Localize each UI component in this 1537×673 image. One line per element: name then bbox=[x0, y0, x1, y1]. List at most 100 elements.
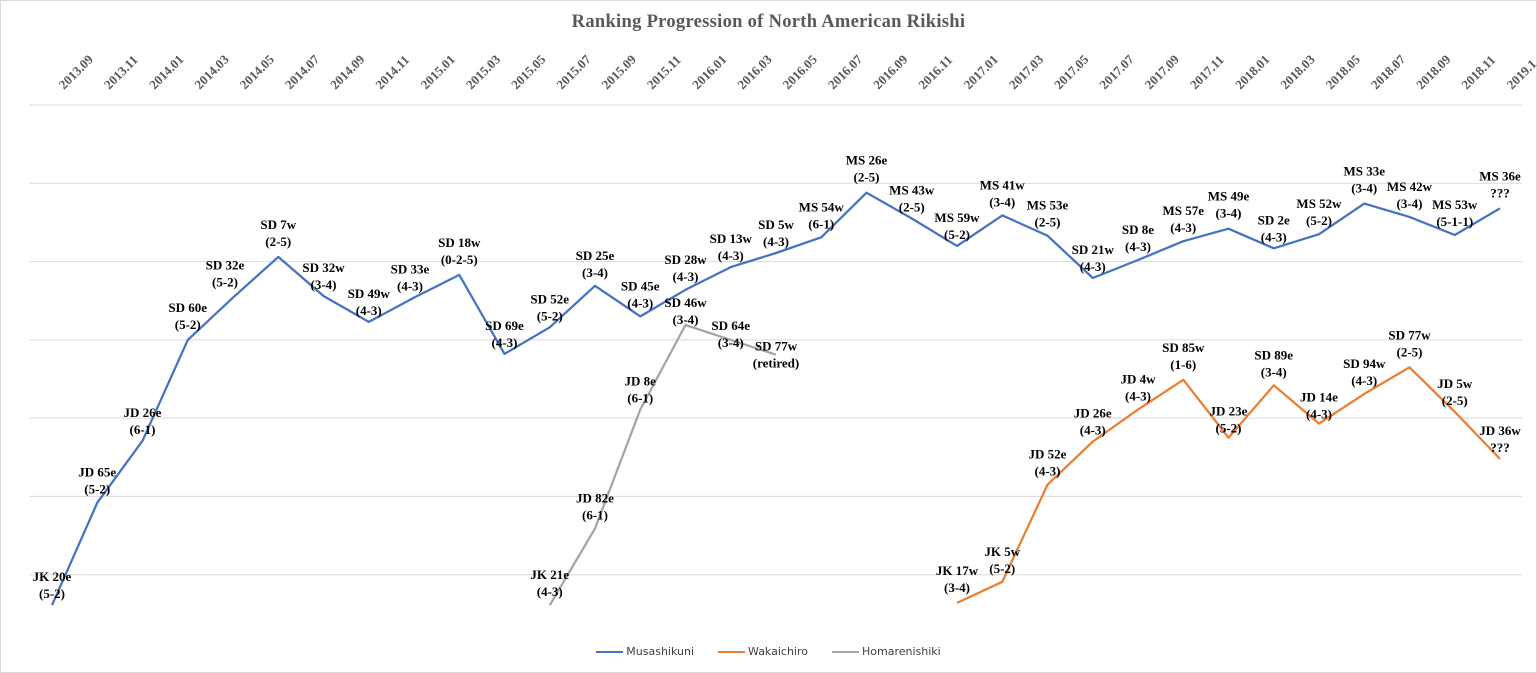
data-labels: JK 20e (5-2) JD 65e (5-2) JD 26e (6-1) SD 60e (… bbox=[33, 153, 1522, 602]
data-label-rank: SD 45e bbox=[621, 278, 660, 293]
data-label-record: (2-5) bbox=[1442, 393, 1468, 408]
data-label-record: (3-4) bbox=[582, 265, 608, 280]
gridlines bbox=[29, 104, 1522, 576]
data-label-rank: MS 57e bbox=[1162, 203, 1204, 218]
data-label-record: (6-1) bbox=[582, 508, 608, 523]
data-label-record: ??? bbox=[1490, 440, 1510, 455]
data-label-rank: JD 26e bbox=[1074, 406, 1112, 421]
data-label-rank: MS 26e bbox=[846, 153, 888, 168]
data-label-rank: MS 53w bbox=[1432, 197, 1478, 212]
x-tick-label: 2015.01 bbox=[418, 52, 458, 92]
x-tick-label: 2013.11 bbox=[101, 52, 141, 92]
data-label-rank: JD 65e bbox=[78, 465, 116, 480]
data-label-rank: JD 4w bbox=[1120, 372, 1156, 387]
x-tick-label: 2017.07 bbox=[1096, 51, 1137, 92]
data-label-rank: JK 17w bbox=[936, 563, 979, 578]
data-label-rank: SD 77w bbox=[1388, 327, 1431, 342]
data-label-record: (5-2) bbox=[989, 561, 1015, 576]
series-lines bbox=[50, 191, 1501, 606]
legend-item-homarenishiki[interactable]: Homarenishiki bbox=[832, 645, 941, 658]
x-tick-label: 2015.11 bbox=[644, 52, 684, 92]
data-label-record: (5-2) bbox=[84, 482, 110, 497]
legend-swatch-homarenishiki bbox=[832, 650, 859, 653]
x-tick-label: 2017.11 bbox=[1187, 52, 1227, 92]
data-label-record: (4-3) bbox=[718, 248, 744, 263]
data-label-record: (4-3) bbox=[673, 269, 699, 284]
x-tick-label: 2017.09 bbox=[1142, 51, 1183, 92]
data-label-record: (5-2) bbox=[39, 586, 65, 601]
x-tick-label: 2016.11 bbox=[915, 52, 955, 92]
data-label-rank: SD 7w bbox=[260, 217, 296, 232]
data-label-record: (1-6) bbox=[1170, 357, 1196, 372]
data-label-record: (retired) bbox=[753, 356, 799, 371]
x-tick-label: 2014.09 bbox=[327, 51, 368, 92]
data-label-record: (2-5) bbox=[265, 234, 291, 249]
data-label-rank: JD 23e bbox=[1210, 404, 1248, 419]
legend-item-musashikuni[interactable]: Musashikuni bbox=[596, 645, 694, 658]
legend-label: Homarenishiki bbox=[862, 645, 941, 658]
series-line-wakaichiro[interactable] bbox=[956, 366, 1501, 604]
data-label-record: (4-3) bbox=[1351, 373, 1377, 388]
data-label-record: (4-3) bbox=[1306, 407, 1332, 422]
data-label-rank: JK 21e bbox=[530, 567, 569, 582]
x-tick-label: 2018.07 bbox=[1368, 51, 1409, 92]
legend-swatch-wakaichiro bbox=[718, 650, 746, 653]
data-label-rank: SD 32w bbox=[302, 260, 345, 275]
x-tick-label: 2018.03 bbox=[1277, 51, 1318, 92]
x-tick-label: 2015.07 bbox=[553, 51, 594, 92]
x-tick-label: 2014.11 bbox=[372, 52, 412, 92]
data-label-record: ??? bbox=[1490, 185, 1510, 200]
data-label-rank: JD 36w bbox=[1479, 423, 1521, 438]
series-line-musashikuni[interactable] bbox=[50, 191, 1501, 606]
data-label-record: (5-2) bbox=[212, 275, 238, 290]
data-label-rank: SD 46w bbox=[664, 295, 707, 310]
data-label-rank: JD 5w bbox=[1437, 376, 1473, 391]
chart-title: Ranking Progression of North American Ri… bbox=[571, 12, 966, 32]
data-label-record: (3-4) bbox=[311, 277, 337, 292]
data-label-record: (4-3) bbox=[1125, 239, 1151, 254]
data-label-rank: MS 41w bbox=[980, 177, 1026, 192]
data-label-record: (3-4) bbox=[1351, 181, 1377, 196]
x-tick-label: 2015.03 bbox=[463, 51, 504, 92]
data-label-rank: JD 8e bbox=[625, 374, 657, 389]
data-label-rank: SD 77w bbox=[755, 339, 798, 354]
data-label-rank: SD 28w bbox=[664, 252, 707, 267]
x-tick-label: 2018.05 bbox=[1323, 51, 1364, 92]
data-label-record: (3-4) bbox=[718, 335, 744, 350]
x-tick-label: 2015.09 bbox=[599, 51, 640, 92]
legend-label: Musashikuni bbox=[626, 645, 695, 658]
data-label-record: (5-2) bbox=[175, 317, 201, 332]
data-label-rank: JD 52e bbox=[1029, 447, 1067, 462]
data-label-rank: SD 69e bbox=[485, 318, 524, 333]
data-label-record: (5-2) bbox=[537, 308, 563, 323]
data-label-record: (3-4) bbox=[944, 580, 970, 595]
x-tick-label: 2015.05 bbox=[508, 51, 549, 92]
data-label-rank: SD 94w bbox=[1343, 356, 1386, 371]
data-label-record: (4-3) bbox=[763, 234, 789, 249]
legend-label: Wakaichiro bbox=[748, 645, 808, 658]
x-tick-label: 2017.05 bbox=[1051, 51, 1092, 92]
data-label-record: (4-3) bbox=[537, 584, 563, 599]
data-label-record: (0-2-5) bbox=[441, 252, 478, 267]
x-tick-label: 2014.07 bbox=[282, 51, 323, 92]
x-tick-label: 2014.01 bbox=[146, 52, 186, 92]
data-label-record: (4-3) bbox=[627, 295, 653, 310]
data-label-rank: SD 52e bbox=[530, 291, 569, 306]
data-label-rank: JD 26e bbox=[124, 405, 162, 420]
data-label-record: (5-1-1) bbox=[1436, 214, 1473, 229]
series-line-homarenishiki[interactable] bbox=[548, 323, 777, 606]
data-label-record: (5-2) bbox=[1306, 213, 1332, 228]
x-tick-label: 2017.01 bbox=[961, 52, 1001, 92]
data-label-rank: SD 21w bbox=[1072, 242, 1115, 257]
x-tick-label: 2018.01 bbox=[1232, 52, 1272, 92]
x-tick-label: 2014.03 bbox=[191, 51, 232, 92]
data-label-record: (4-3) bbox=[397, 279, 423, 294]
data-label-record: (2-5) bbox=[1035, 215, 1061, 230]
data-label-record: (4-3) bbox=[1170, 220, 1196, 235]
x-tick-label: 2018.11 bbox=[1458, 52, 1498, 92]
x-axis-tick-labels: 2013.09 2013.11 2014.01 2014.03 2014.05 2014.… bbox=[56, 51, 1537, 92]
data-label-rank: MS 54w bbox=[799, 199, 845, 214]
legend-item-wakaichiro[interactable]: Wakaichiro bbox=[718, 645, 808, 658]
data-label-rank: JK 5w bbox=[984, 544, 1020, 559]
